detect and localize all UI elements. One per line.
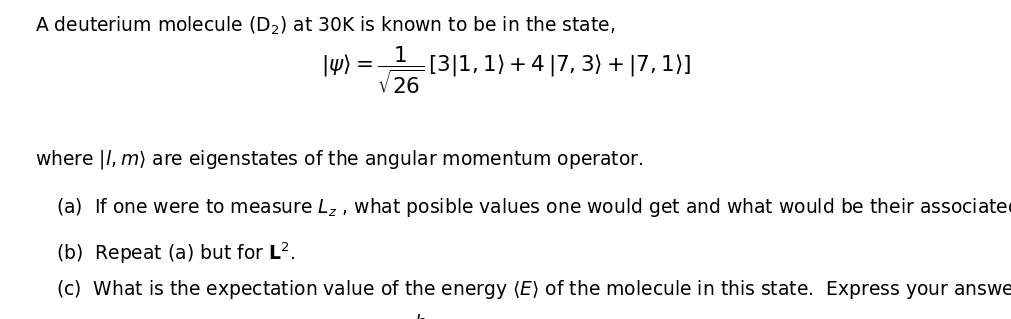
Text: A deuterium molecule (D$_2$) at 30K is known to be in the state,: A deuterium molecule (D$_2$) at 30K is k…: [35, 14, 615, 37]
Text: (a)  If one were to measure $L_z$ , what posible values one would get and what w: (a) If one were to measure $L_z$ , what …: [56, 196, 1011, 219]
Text: (b)  Repeat (a) but for $\mathbf{L}^2$.: (b) Repeat (a) but for $\mathbf{L}^2$.: [56, 241, 294, 266]
Text: purely rotational states, assume $\dfrac{h}{4\pi Ic}\!=\!30.4\;\mathrm{cm}^{-1}$: purely rotational states, assume $\dfrac…: [91, 313, 1011, 319]
Text: (c)  What is the expectation value of the energy $\langle E\rangle$ of the molec: (c) What is the expectation value of the…: [56, 278, 1011, 300]
Text: $|\psi\rangle = \dfrac{1}{\sqrt{26}}\,[3|1,1\rangle + 4\,|7,3\rangle + |7,1\rang: $|\psi\rangle = \dfrac{1}{\sqrt{26}}\,[3…: [320, 45, 691, 96]
Text: where $|l, m\rangle$ are eigenstates of the angular momentum operator.: where $|l, m\rangle$ are eigenstates of …: [35, 148, 643, 171]
